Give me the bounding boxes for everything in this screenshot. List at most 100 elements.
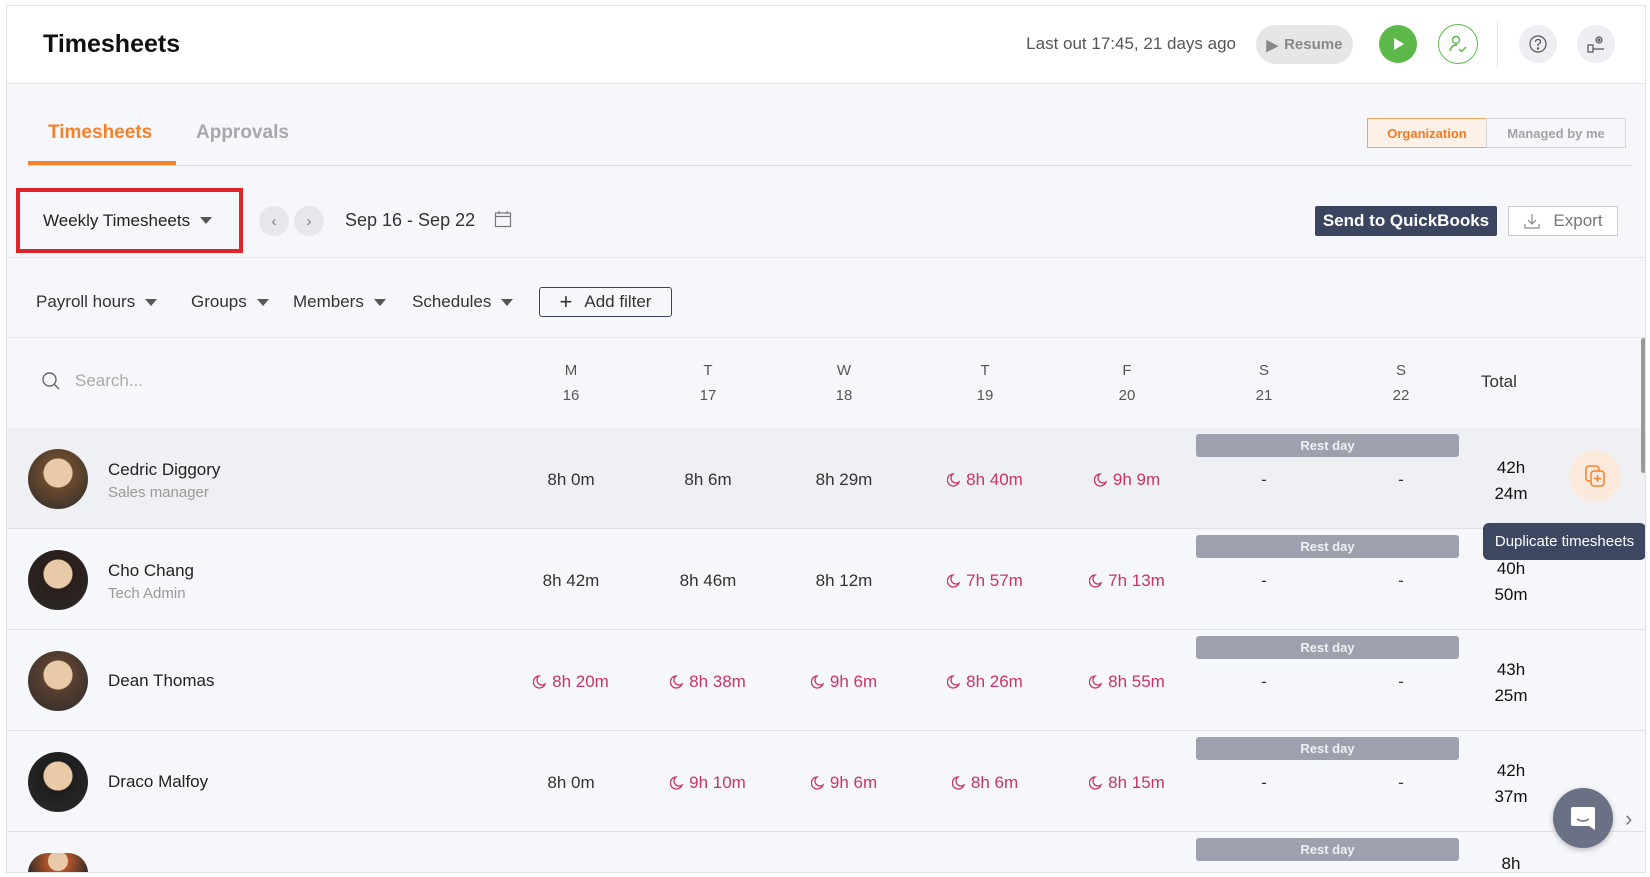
caret-down-icon (501, 298, 514, 306)
scrollbar[interactable] (1641, 338, 1645, 473)
filter-schedules[interactable]: Schedules (412, 292, 514, 312)
day-number: 20 (1118, 387, 1136, 404)
hours-cell[interactable]: - (1261, 571, 1267, 590)
active-tab-indicator (28, 161, 176, 165)
hours-cell[interactable]: 8h 0m (547, 773, 595, 792)
day-number: 22 (1392, 387, 1410, 404)
table-row[interactable]: Cedric Diggory Sales manager Rest day 8h 0m… (7, 428, 1645, 529)
rest-day-badge: Rest day (1196, 535, 1459, 558)
hours-cell[interactable]: - (1398, 672, 1404, 691)
tab-timesheets[interactable]: Timesheets (48, 122, 153, 143)
chevron-right-icon[interactable]: › (1625, 806, 1633, 831)
resume-button[interactable]: ▶ Resume (1256, 25, 1353, 64)
calendar-button[interactable] (494, 210, 512, 233)
overtime-moon-icon (947, 574, 961, 588)
hours-cell[interactable]: - (1398, 470, 1404, 489)
overtime-moon-icon (533, 675, 547, 689)
avatar (28, 449, 88, 509)
caret-down-icon (373, 298, 386, 306)
filter-groups[interactable]: Groups (191, 292, 269, 312)
overtime-moon-icon (1089, 776, 1103, 790)
member-name[interactable]: Cho Chang (108, 561, 195, 580)
day-letter: S (1258, 362, 1269, 379)
user-check-button[interactable] (1438, 24, 1478, 64)
duplicate-timesheets-button[interactable] (1569, 450, 1621, 502)
tab-approvals[interactable]: Approvals (196, 122, 289, 143)
hours-cell[interactable]: 8h 6m (684, 470, 732, 489)
filter-payroll-hours[interactable]: Payroll hours (36, 292, 158, 312)
hours-cell[interactable]: 8h 46m (679, 571, 737, 590)
hours-cell[interactable]: - (1261, 773, 1267, 792)
plus-icon: + (559, 289, 573, 314)
overtime-hours-cell[interactable]: 9h 6m (779, 773, 909, 793)
search-input[interactable]: Search... (75, 371, 144, 390)
search-box[interactable]: Search... (41, 371, 143, 391)
chat-icon (1571, 807, 1595, 830)
add-filter-button[interactable]: + Add filter (539, 287, 672, 317)
day-letter: T (703, 362, 713, 379)
scope-organization[interactable]: Organization (1367, 118, 1487, 148)
hours-cell[interactable]: - (1261, 470, 1267, 489)
duplicate-icon (1585, 465, 1605, 487)
table-row[interactable]: Draco Malfoy Rest day 8h 0m 9h 10m 9h 6m 8h 6… (7, 731, 1645, 832)
start-timer-button[interactable] (1379, 25, 1417, 63)
send-to-quickbooks-button[interactable]: Send to QuickBooks (1315, 206, 1497, 236)
overtime-hours-cell[interactable]: 8h 38m (643, 672, 773, 692)
rest-day-badge: Rest day (1196, 737, 1459, 760)
total-hours: 43h (1496, 660, 1526, 679)
last-out-status: Last out 17:45, 21 days ago (1026, 34, 1236, 53)
hours-cell[interactable]: - (1261, 672, 1267, 691)
filter-members[interactable]: Members (293, 292, 386, 312)
rest-day-badge: Rest day (1196, 434, 1459, 457)
overtime-moon-icon (951, 776, 965, 790)
help-button[interactable] (1519, 25, 1557, 63)
hours-cell[interactable]: 8h 0m (547, 470, 595, 489)
hours-cell[interactable]: 8h 29m (815, 470, 873, 489)
overtime-moon-icon (670, 776, 684, 790)
chevron-left-icon: ‹ (271, 212, 277, 230)
hours-cell[interactable]: 8h 42m (542, 571, 600, 590)
settings-button[interactable] (1577, 25, 1615, 63)
next-week-button[interactable]: › (294, 206, 324, 236)
overtime-hours-cell[interactable]: 8h 26m (920, 672, 1050, 692)
table-row[interactable]: Rest day 8h (7, 832, 1645, 872)
prev-week-button[interactable]: ‹ (259, 206, 289, 236)
member-role: Tech Admin (108, 585, 186, 602)
hours-cell[interactable]: - (1398, 773, 1404, 792)
member-name[interactable]: Cedric Diggory (108, 460, 221, 479)
hours-cell[interactable]: 8h 12m (815, 571, 873, 590)
chat-button[interactable] (1553, 788, 1613, 848)
day-letter: M (564, 362, 578, 379)
table-row[interactable]: Cho Chang Tech Admin Rest day 8h 42m 8h 46m 8… (7, 529, 1645, 630)
day-header: M 16 (541, 358, 601, 408)
overtime-hours-cell[interactable]: 8h 55m (1062, 672, 1192, 692)
day-header: F 20 (1097, 358, 1157, 408)
overtime-hours-cell[interactable]: 8h 40m (920, 470, 1050, 490)
overtime-moon-icon (947, 473, 961, 487)
day-letter: S (1395, 362, 1406, 379)
member-name[interactable]: Draco Malfoy (108, 772, 209, 791)
help-icon (1529, 35, 1547, 53)
overtime-hours-cell[interactable]: 7h 13m (1062, 571, 1192, 591)
download-icon (1524, 214, 1541, 229)
avatar (28, 651, 88, 711)
divider (7, 257, 1645, 258)
scope-managed-by-me[interactable]: Managed by me (1486, 118, 1626, 148)
hours-cell[interactable]: - (1398, 571, 1404, 590)
total-hours: 42h (1496, 458, 1526, 477)
overtime-hours-cell[interactable]: 8h 20m (506, 672, 636, 692)
overtime-moon-icon (810, 675, 824, 689)
overtime-hours-cell[interactable]: 8h 6m (920, 773, 1050, 793)
row-total: 42h 37m (1476, 758, 1546, 810)
calendar-icon (494, 211, 512, 228)
member-name[interactable]: Dean Thomas (108, 671, 215, 690)
overtime-hours-cell[interactable]: 7h 57m (920, 571, 1050, 591)
overtime-hours-cell[interactable]: 9h 6m (779, 672, 909, 692)
overtime-hours-cell[interactable]: 9h 9m (1062, 470, 1192, 490)
overtime-hours-cell[interactable]: 8h 15m (1062, 773, 1192, 793)
table-row[interactable]: Dean Thomas Rest day 8h 20m 8h 38m 9h 6m 8h 2… (7, 630, 1645, 731)
view-select-dropdown[interactable]: Weekly Timesheets (16, 188, 243, 253)
export-button[interactable]: Export (1508, 206, 1618, 236)
overtime-hours-cell[interactable]: 9h 10m (643, 773, 773, 793)
play-icon: ▶ (1266, 36, 1279, 54)
